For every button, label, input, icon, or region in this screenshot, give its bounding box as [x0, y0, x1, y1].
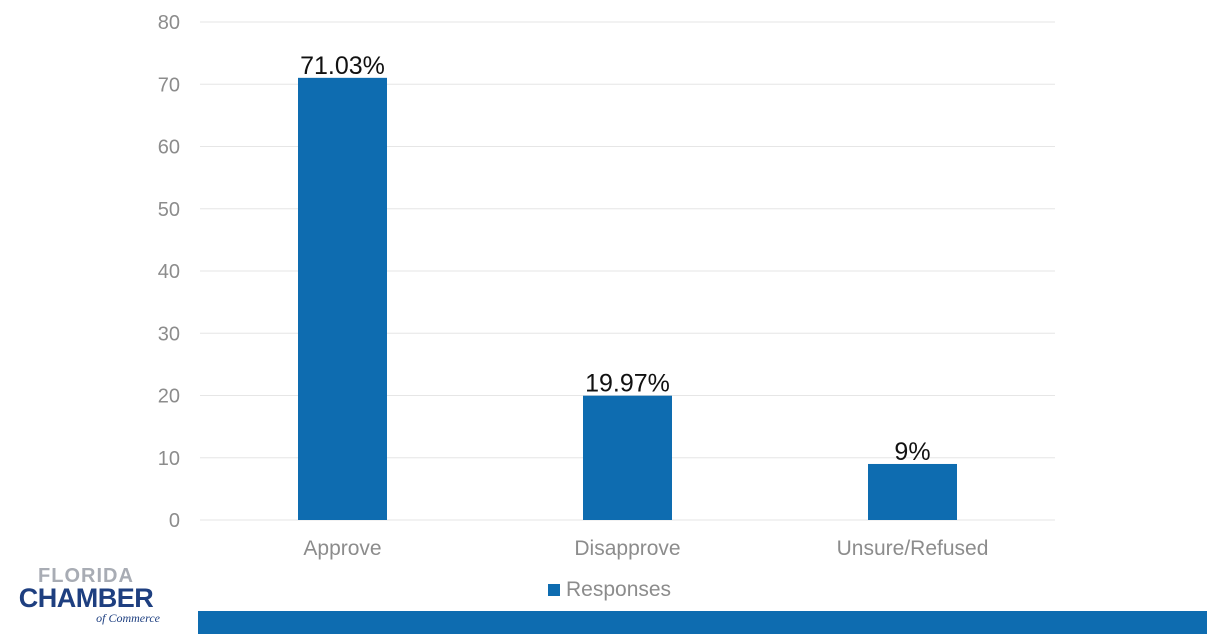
y-tick-label: 20 — [158, 386, 180, 408]
x-tick-label: Approve — [303, 537, 381, 560]
florida-chamber-logo: FLORIDA CHAMBER of Commerce — [6, 566, 166, 628]
y-tick-label: 10 — [158, 448, 180, 470]
legend-label: Responses — [566, 578, 672, 601]
y-tick-label: 30 — [158, 323, 180, 345]
y-tick-label: 40 — [158, 261, 180, 283]
data-label: 9% — [894, 438, 930, 466]
bar — [583, 395, 672, 520]
logo-line-2: CHAMBER — [18, 583, 154, 613]
bar — [868, 463, 957, 520]
logo-line-1: FLORIDA — [38, 565, 134, 587]
legend-swatch — [548, 584, 560, 596]
footer-bar — [198, 611, 1207, 634]
x-tick-label: Unsure/Refused — [837, 537, 989, 560]
y-tick-label: 0 — [169, 510, 180, 532]
data-label: 71.03% — [300, 52, 385, 80]
bar — [298, 77, 387, 520]
data-label: 19.97% — [585, 370, 670, 398]
y-tick-label: 80 — [158, 12, 180, 34]
y-tick-label: 50 — [158, 199, 180, 221]
logo-line-3: of Commerce — [96, 611, 160, 625]
legend: Responses — [548, 578, 671, 602]
y-tick-label: 60 — [158, 137, 180, 159]
x-tick-label: Disapprove — [574, 537, 680, 560]
y-tick-label: 70 — [158, 74, 180, 96]
